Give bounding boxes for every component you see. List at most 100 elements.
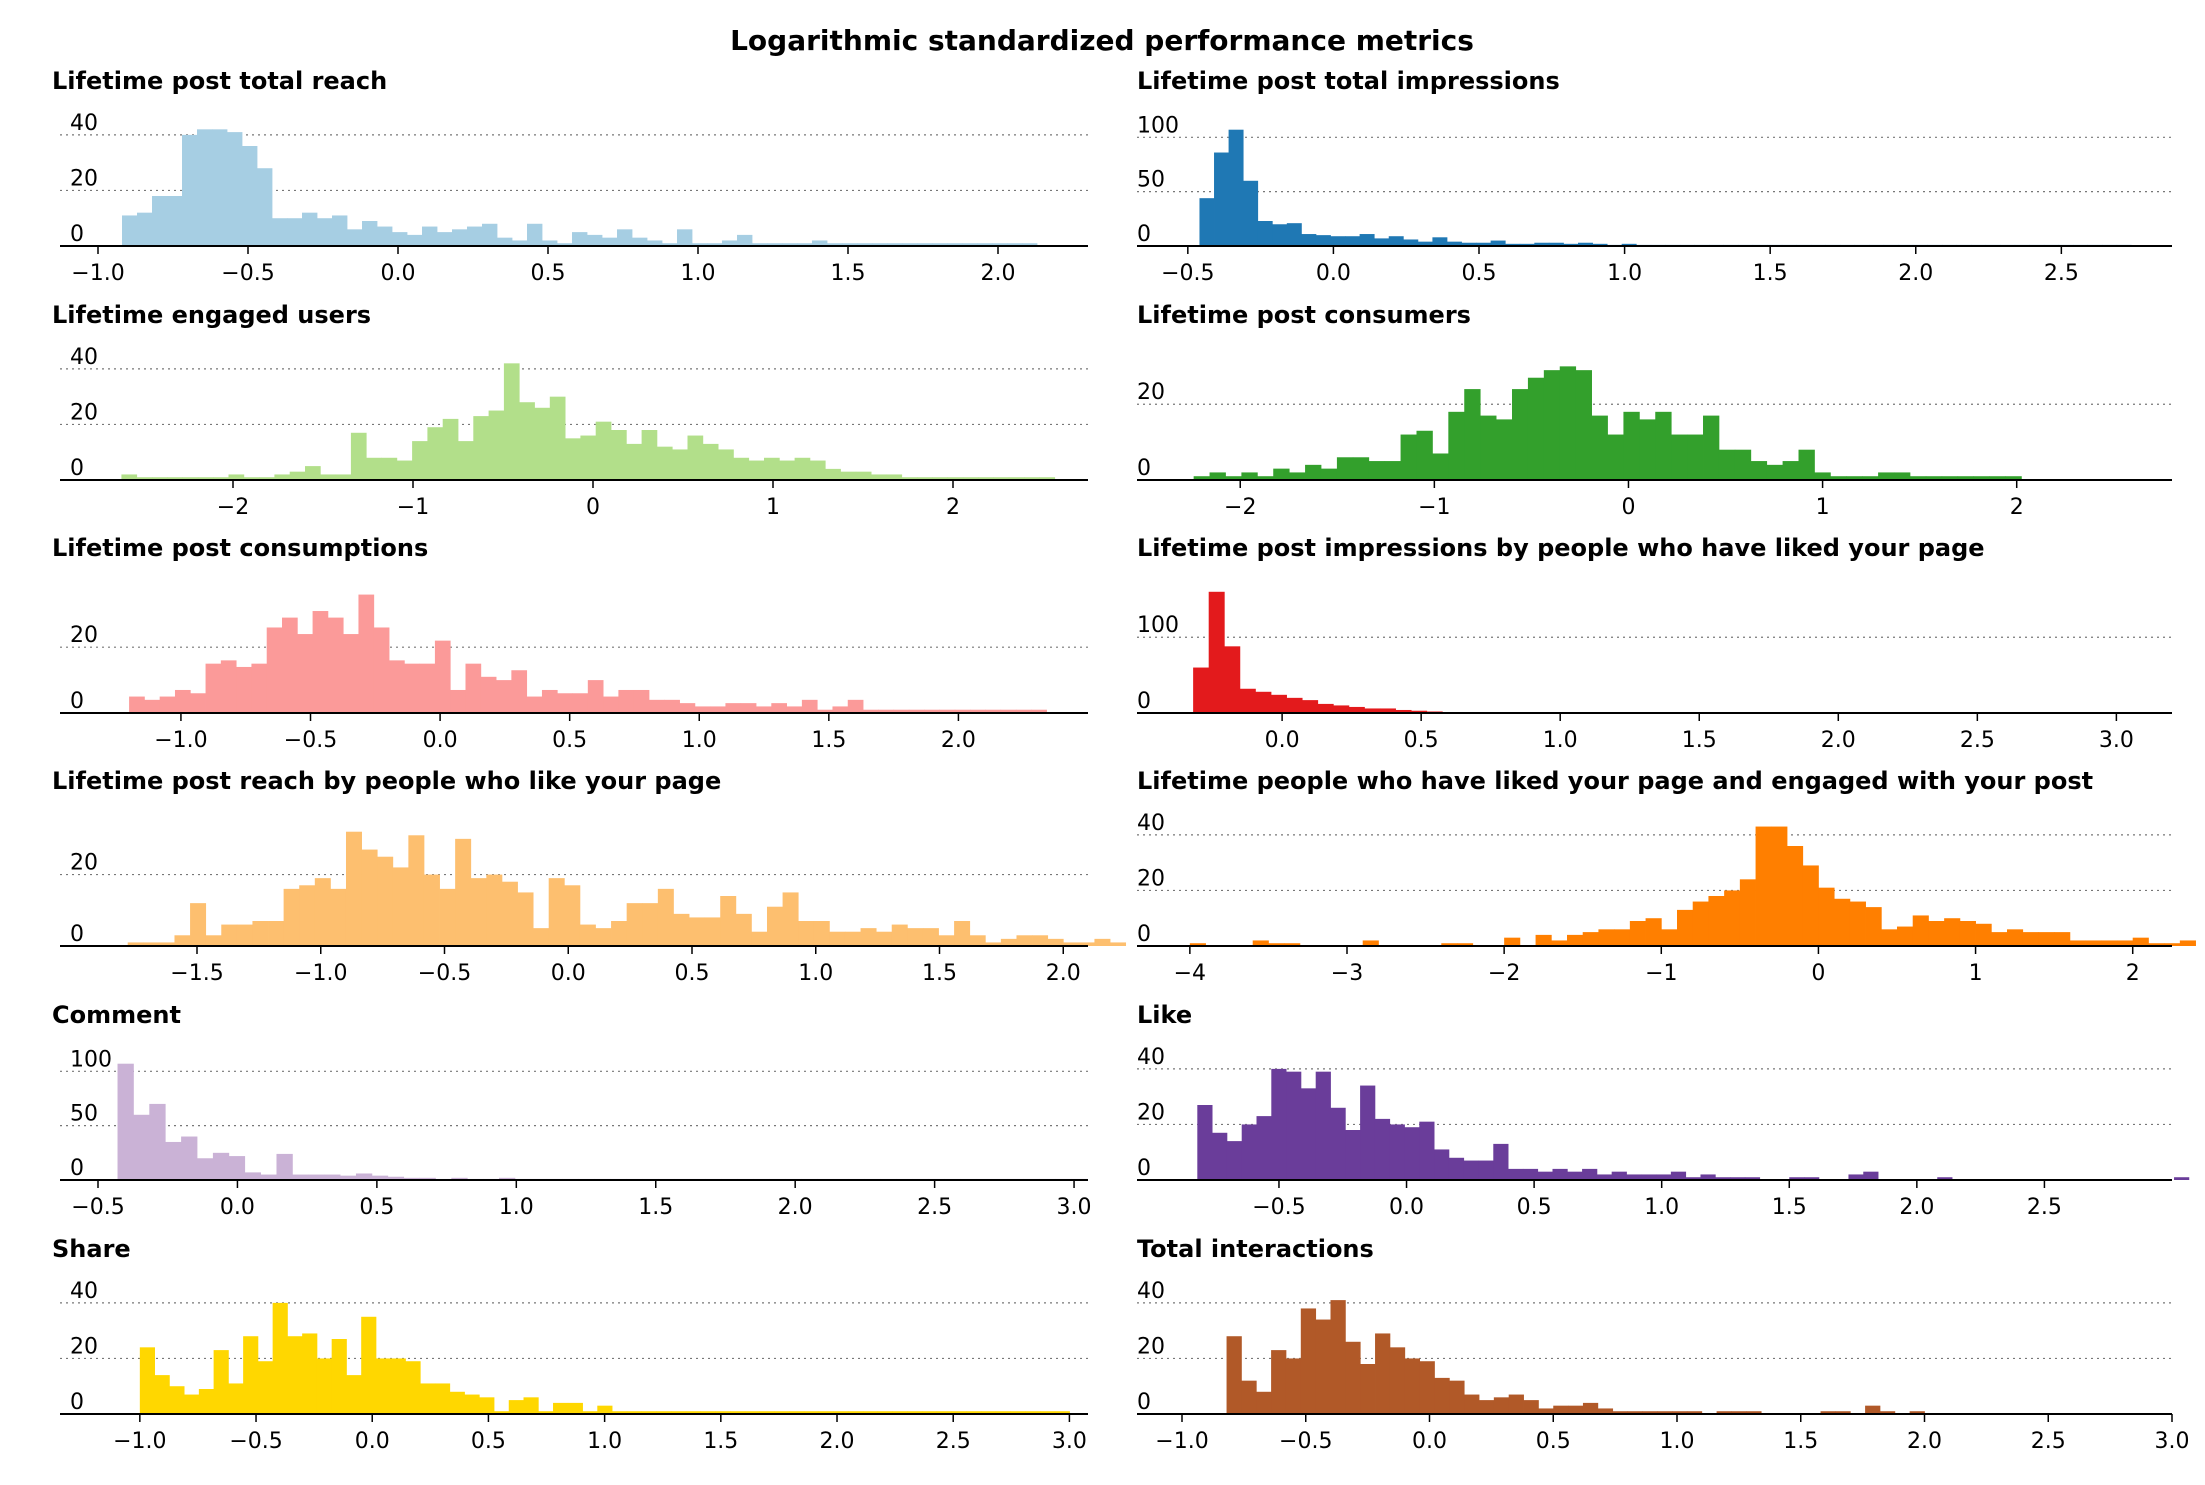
histogram-bar bbox=[1255, 691, 1272, 713]
histogram-bar bbox=[373, 627, 390, 713]
y-tick-label: 40 bbox=[1137, 1279, 1165, 1304]
histogram-bar bbox=[704, 917, 721, 946]
panel-title: Lifetime post total impressions bbox=[1137, 67, 1560, 95]
x-tick-label: 1.5 bbox=[703, 1429, 738, 1454]
histogram-bar bbox=[1804, 1177, 1820, 1180]
histogram-bar bbox=[1671, 434, 1688, 480]
x-tick-label: 0.5 bbox=[675, 961, 710, 986]
x-tick-label: 0.5 bbox=[471, 1429, 506, 1454]
histogram-bar bbox=[1268, 943, 1285, 946]
y-tick-label: 20 bbox=[70, 1334, 98, 1359]
histogram-bar bbox=[1820, 1411, 1836, 1414]
histogram-bar bbox=[283, 888, 300, 946]
panel-11: Share 0 20 40 −1.0 −0.5 0.0 0.5 1.0 1.5 2.0 2.5 3.0 bbox=[52, 1235, 1088, 1454]
histogram-bar bbox=[1449, 1380, 1465, 1414]
histogram-bar bbox=[1241, 472, 1258, 480]
histogram-bar bbox=[932, 477, 948, 480]
histogram-bar bbox=[1645, 918, 1662, 946]
histogram-bar bbox=[901, 477, 918, 480]
y-tick-label: 0 bbox=[1137, 222, 1151, 247]
histogram-bar bbox=[1548, 242, 1564, 246]
histogram-bar bbox=[1552, 1168, 1568, 1180]
histogram-bar bbox=[1835, 1411, 1851, 1414]
histogram-bar bbox=[347, 229, 363, 246]
x-tick-label: 2.0 bbox=[820, 1429, 855, 1454]
histogram-bar bbox=[954, 709, 971, 713]
histogram-bar bbox=[715, 1411, 731, 1414]
histogram-bar bbox=[257, 1361, 274, 1414]
histogram-bar bbox=[1301, 234, 1317, 246]
histogram-bar bbox=[439, 888, 456, 946]
histogram-bar bbox=[656, 1411, 672, 1414]
histogram-bar bbox=[1330, 236, 1346, 246]
histogram-bar bbox=[242, 146, 258, 246]
histogram-bar bbox=[1846, 476, 1863, 480]
histogram-bar bbox=[1611, 1171, 1627, 1180]
histogram-bar bbox=[1973, 476, 1990, 480]
histogram-bar bbox=[797, 243, 813, 246]
histogram-bar bbox=[803, 1411, 820, 1414]
histogram-bar bbox=[282, 617, 298, 713]
histogram-bar bbox=[327, 617, 344, 713]
histogram-bar bbox=[213, 477, 229, 480]
histogram-bar bbox=[582, 1411, 598, 1414]
histogram-bar bbox=[390, 1358, 406, 1414]
histogram-bar bbox=[437, 232, 453, 246]
histogram-bar bbox=[143, 942, 160, 946]
histogram-bar bbox=[1224, 646, 1241, 713]
x-tick-label: −1.0 bbox=[294, 961, 347, 986]
histogram-bar bbox=[689, 917, 706, 946]
histogram-bar bbox=[549, 396, 566, 480]
histogram-bar bbox=[1286, 1071, 1302, 1180]
x-tick-label: 0.5 bbox=[552, 728, 587, 753]
histogram-bar bbox=[538, 1411, 554, 1414]
histogram-bar bbox=[980, 1411, 997, 1414]
histogram-bar bbox=[2101, 940, 2118, 946]
histogram-bar bbox=[1078, 942, 1095, 946]
histogram-bar bbox=[1700, 1174, 1716, 1180]
histogram-bar bbox=[324, 1174, 341, 1180]
histogram-bar bbox=[1909, 476, 1927, 480]
histogram-bar bbox=[1446, 241, 1462, 246]
histogram-bar bbox=[1368, 461, 1386, 480]
histogram-bar bbox=[827, 243, 843, 246]
histogram-bar bbox=[565, 438, 581, 480]
histogram-bar bbox=[190, 903, 207, 946]
x-tick-label: 2 bbox=[2010, 495, 2024, 520]
histogram-bar bbox=[1395, 709, 1412, 713]
histogram-bar bbox=[1257, 476, 1274, 480]
histogram-bar bbox=[1286, 223, 1302, 246]
histogram-bar bbox=[423, 874, 440, 946]
x-tick-label: 0.5 bbox=[1536, 1429, 1571, 1454]
histogram-bar bbox=[1724, 890, 1741, 946]
histogram-bar bbox=[1787, 846, 1804, 946]
x-tick-label: 2.5 bbox=[2044, 261, 2079, 286]
histogram-bar bbox=[149, 1103, 166, 1180]
histogram-bar bbox=[152, 196, 168, 246]
y-tick-label: 20 bbox=[1137, 866, 1165, 891]
x-tick-label: 2 bbox=[2126, 961, 2140, 986]
panel-title: Lifetime engaged users bbox=[52, 301, 371, 329]
x-tick-label: 3.0 bbox=[1057, 1195, 1092, 1220]
histogram-bar bbox=[1563, 243, 1579, 246]
histogram-bar bbox=[1031, 709, 1047, 713]
histogram-bar bbox=[1957, 476, 1975, 480]
histogram-bar bbox=[564, 885, 581, 946]
histogram-bar bbox=[730, 1411, 746, 1414]
histogram-bar bbox=[970, 709, 986, 713]
histogram-bar bbox=[748, 460, 765, 480]
histogram-bar bbox=[602, 237, 618, 246]
histogram-bar bbox=[618, 689, 635, 713]
histogram-bar bbox=[1718, 449, 1736, 480]
histogram-bar bbox=[527, 223, 543, 246]
histogram-bar bbox=[707, 243, 723, 246]
histogram-bar bbox=[1448, 1157, 1465, 1180]
histogram-bar bbox=[228, 1383, 244, 1414]
histogram-bar bbox=[455, 838, 472, 946]
histogram-bar bbox=[1639, 419, 1656, 480]
histogram-bar bbox=[501, 881, 518, 946]
histogram-bar bbox=[479, 1397, 495, 1414]
x-tick-label: 3.0 bbox=[1052, 1429, 1087, 1454]
histogram-bar bbox=[1629, 921, 1646, 946]
histogram-bar bbox=[392, 232, 408, 246]
